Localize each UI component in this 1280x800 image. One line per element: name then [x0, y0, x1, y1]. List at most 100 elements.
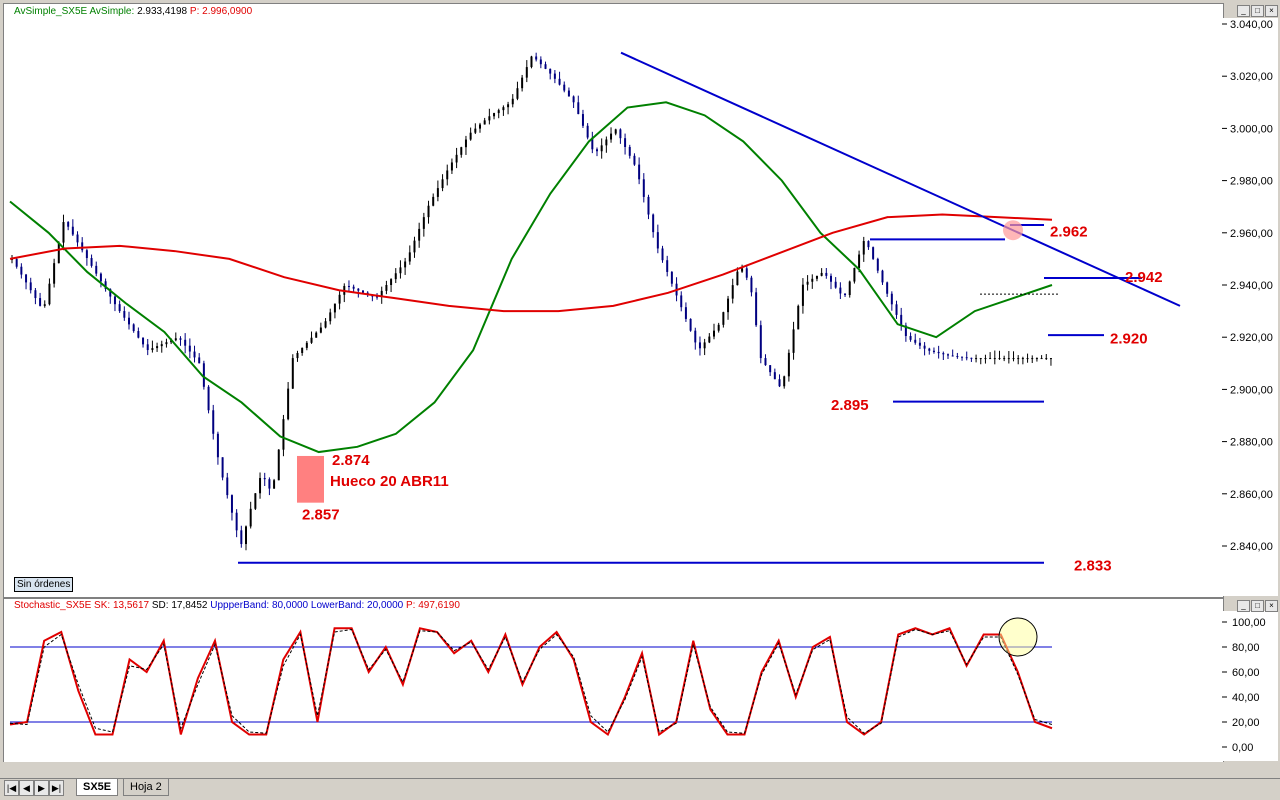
- sd-value: SD: 17,8452: [151, 600, 208, 611]
- price-bar-body: [858, 254, 861, 269]
- price-tick-label: 2.940,00: [1230, 280, 1273, 292]
- stochastic-tick-label: 80,00: [1232, 642, 1260, 654]
- price-bar-body: [179, 338, 182, 340]
- price-bar-body: [694, 330, 697, 343]
- price-bar-body: [890, 293, 893, 305]
- resistance-trendline: [620, 51, 1181, 307]
- prev-sheet-icon[interactable]: ◀: [19, 780, 34, 796]
- price-bar-body: [1007, 358, 1010, 360]
- price-bar-body: [1003, 358, 1006, 360]
- level-label-2942: 2.942: [1125, 269, 1163, 286]
- price-bar-body: [998, 358, 1001, 360]
- price-bar-body: [245, 526, 247, 545]
- price-bar-body: [727, 298, 730, 313]
- price-bar-body: [422, 217, 425, 229]
- price-chart-pane[interactable]: [3, 3, 1224, 598]
- price-bar-body: [71, 226, 74, 235]
- series-name: AvSimple_SX5E: [14, 6, 88, 17]
- lower-band-value: LowerBand: 20,0000: [310, 600, 404, 611]
- price-bar-body: [563, 84, 566, 91]
- price-bar-body: [811, 278, 814, 282]
- price-bar-body: [427, 205, 430, 218]
- price-bar-body: [460, 147, 463, 155]
- price-bar-body: [132, 324, 135, 332]
- price-bar-body: [647, 196, 650, 215]
- price-bar-body: [708, 336, 711, 343]
- price-bar-body: [792, 329, 795, 353]
- price-bar-body: [263, 478, 266, 480]
- maximize-icon[interactable]: □: [1251, 5, 1264, 17]
- minimize-icon[interactable]: _: [1237, 600, 1250, 612]
- price-bar-body: [830, 275, 832, 282]
- last-sheet-icon[interactable]: ▶|: [49, 780, 64, 796]
- level-label-2857: 2.857: [302, 507, 340, 524]
- price-bar-body: [619, 129, 622, 139]
- price-bar-body: [778, 379, 781, 387]
- price-bar-body: [759, 325, 762, 359]
- price-bar-body: [202, 363, 205, 387]
- price-bar-body: [305, 342, 308, 348]
- price-bar-body: [174, 338, 177, 341]
- price-bar-body: [333, 303, 336, 313]
- price-bar-body: [85, 250, 88, 259]
- price-tick-label: 3.020,00: [1230, 71, 1273, 83]
- stochastic-tick-label: 100,00: [1232, 617, 1266, 629]
- maximize-icon[interactable]: □: [1251, 600, 1264, 612]
- close-icon[interactable]: ×: [1265, 600, 1278, 612]
- price-bar-body: [633, 155, 636, 165]
- price-bar-body: [226, 477, 229, 496]
- price-bar-body: [188, 345, 191, 352]
- date-axis: [0, 762, 1280, 778]
- price-pane-header: AvSimple_SX5E AvSimple: 2.933,4198 P: 2.…: [14, 6, 252, 17]
- level-label-2874: 2.874: [332, 452, 370, 469]
- price-bar-body: [48, 283, 51, 305]
- price-bar-body: [975, 358, 978, 360]
- price-tick-label: 2.880,00: [1230, 437, 1273, 449]
- next-sheet-icon[interactable]: ▶: [34, 780, 49, 796]
- price-bar-body: [207, 386, 210, 411]
- price-bar-body: [755, 292, 758, 326]
- price-bar-body: [979, 358, 982, 360]
- price-bar-body: [1049, 358, 1052, 360]
- price-bar-body: [296, 352, 299, 359]
- price-bar-body: [418, 228, 421, 241]
- green-moving-average-line: [9, 101, 1053, 454]
- price-bar-body: [783, 376, 786, 387]
- price-bar-body: [862, 241, 865, 255]
- price-bar-body: [956, 356, 959, 358]
- minimize-icon[interactable]: _: [1237, 5, 1250, 17]
- price-bar-body: [530, 56, 533, 68]
- tab-sx5e[interactable]: SX5E: [76, 779, 119, 796]
- price-bar-body: [277, 449, 280, 481]
- price-bar-body: [820, 272, 823, 276]
- price-tick-label: 3.040,00: [1230, 19, 1273, 31]
- price-bar-body: [900, 314, 903, 326]
- close-icon[interactable]: ×: [1265, 5, 1278, 17]
- price-bar-body: [567, 90, 570, 97]
- price-bar-body: [315, 332, 318, 338]
- stochastic-tick-label: 0,00: [1232, 742, 1253, 754]
- price-bar-body: [909, 336, 912, 340]
- price-bar-body: [848, 281, 851, 296]
- price-bar-body: [511, 98, 514, 105]
- level-label-2833: 2.833: [1074, 558, 1112, 575]
- tab-hoja-2[interactable]: Hoja 2: [123, 779, 169, 796]
- price-bar-body: [193, 351, 196, 358]
- price-bar-body: [291, 358, 294, 389]
- price-bar-body: [399, 267, 402, 274]
- price-bar-body: [923, 345, 926, 349]
- price-bar-body: [81, 242, 84, 251]
- price-bar-body: [806, 281, 809, 285]
- orders-button[interactable]: Sin órdenes: [14, 577, 74, 592]
- price-bar-body: [15, 258, 18, 267]
- price-bar-body: [638, 164, 641, 180]
- price-bar-body: [118, 304, 121, 312]
- price-bar-body: [43, 304, 46, 306]
- price-bar-body: [581, 114, 584, 126]
- price-bars: [11, 52, 1052, 551]
- first-sheet-icon[interactable]: |◀: [4, 780, 19, 796]
- price-bar-body: [160, 344, 163, 347]
- stochastic-name: Stochastic_SX5E: [14, 600, 92, 611]
- price-bar-body: [319, 327, 322, 333]
- price-bar-body: [1026, 358, 1029, 360]
